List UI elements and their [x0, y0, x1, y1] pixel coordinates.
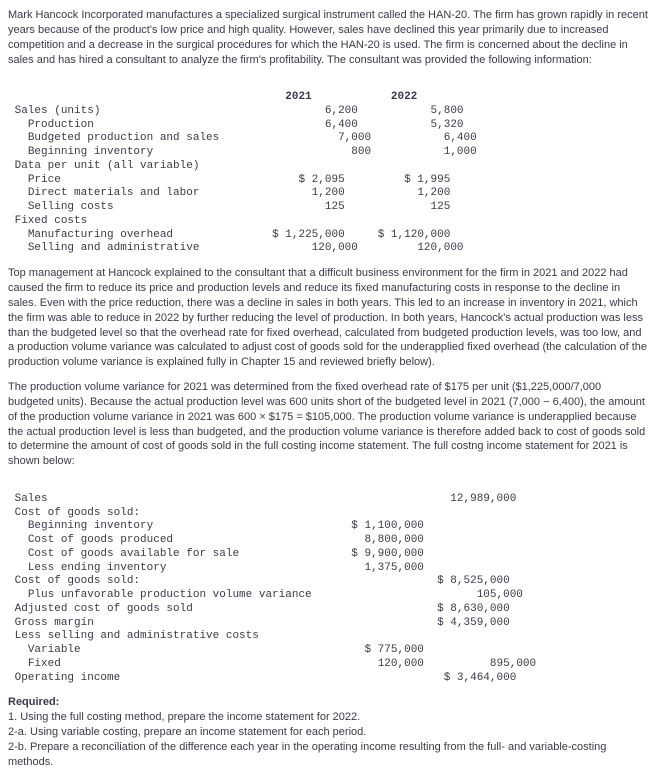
- explanation-paragraph-1: Top management at Hancock explained to t…: [8, 266, 648, 370]
- stmt-fix: Fixed 120,000 895,000: [8, 658, 536, 670]
- required-2a: 2-a. Using variable costing, prepare an …: [8, 725, 648, 740]
- row-sga: Selling and administrative 120,000 120,0…: [8, 242, 464, 254]
- stmt-gm: Gross margin $ 4,359,000: [8, 617, 510, 629]
- row-sell-costs: Selling costs 125 125: [8, 201, 450, 213]
- income-statement-2021: Sales 12,989,000 Cost of goods sold: Beg…: [8, 479, 648, 685]
- row-sales-units: Sales (units) 6,200 5,800: [8, 105, 464, 117]
- data-table-2021-2022: 2021 2022 Sales (units) 6,200 5,800 Prod…: [8, 77, 648, 256]
- stmt-less-sga: Less selling and administrative costs: [8, 630, 259, 642]
- stmt-sales: Sales 12,989,000: [8, 493, 516, 505]
- required-header: Required:: [8, 695, 648, 710]
- row-dml: Direct materials and labor 1,200 1,200: [8, 187, 450, 199]
- row-price: Price $ 2,095 $ 1,995: [8, 174, 450, 186]
- required-2b: 2-b. Prepare a reconciliation of the dif…: [8, 740, 648, 770]
- stmt-adj-cogs: Adjusted cost of goods sold $ 8,630,000: [8, 603, 510, 615]
- stmt-opinc: Operating income $ 3,464,000: [8, 672, 516, 684]
- required-section: Required: 1. Using the full costing meth…: [8, 695, 648, 769]
- intro-paragraph: Mark Hancock Incorporated manufactures a…: [8, 8, 648, 67]
- row-data-hdr: Data per unit (all variable): [8, 160, 199, 172]
- required-1: 1. Using the full costing method, prepar…: [8, 710, 648, 725]
- stmt-var: Variable $ 775,000: [8, 644, 424, 656]
- stmt-less-end: Less ending inventory 1,375,000: [8, 562, 424, 574]
- stmt-pvv: Plus unfavorable production volume varia…: [8, 589, 523, 601]
- row-budgeted: Budgeted production and sales 7,000 6,40…: [8, 132, 477, 144]
- stmt-cogs-hdr: Cost of goods sold:: [8, 507, 140, 519]
- row-fixed-hdr: Fixed costs: [8, 215, 87, 227]
- stmt-cogp: Cost of goods produced 8,800,000: [8, 534, 424, 546]
- stmt-avail: Cost of goods available for sale $ 9,900…: [8, 548, 424, 560]
- row-production: Production 6,400 5,320: [8, 119, 464, 131]
- row-moh: Manufacturing overhead $ 1,225,000 $ 1,1…: [8, 229, 450, 241]
- stmt-beg-inv: Beginning inventory $ 1,100,000: [8, 520, 424, 532]
- col-hdr-2021: 2021 2022: [8, 91, 417, 103]
- explanation-paragraph-2: The production volume variance for 2021 …: [8, 380, 648, 469]
- stmt-cogs-sold: Cost of goods sold: $ 8,525,000: [8, 575, 510, 587]
- row-beg-inv: Beginning inventory 800 1,000: [8, 146, 477, 158]
